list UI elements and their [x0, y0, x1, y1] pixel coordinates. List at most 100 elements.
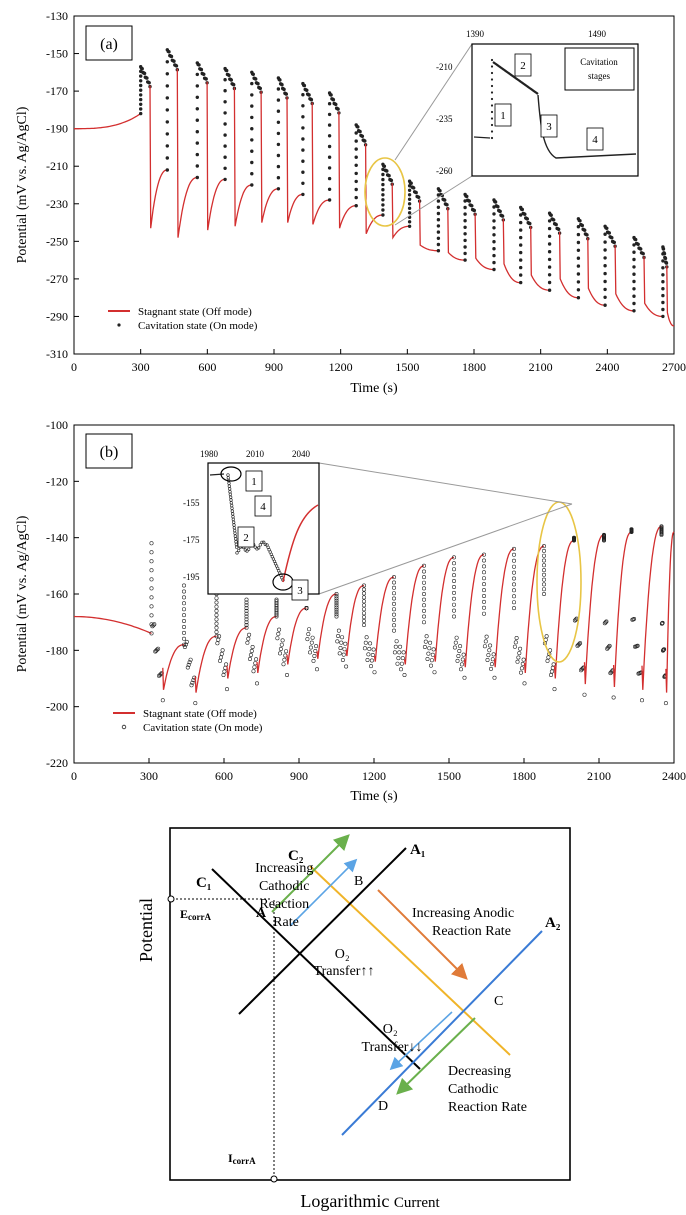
panel-b-data [73, 524, 675, 706]
b-cavitation-point [149, 541, 154, 546]
a-cavitation-point [327, 144, 332, 149]
b-cavitation-point [661, 647, 666, 652]
a-stagnant-cycle [206, 81, 226, 231]
a-cavitation-point [165, 108, 170, 112]
a-cavitation-point [276, 176, 281, 180]
b-cavitation-point [660, 620, 665, 625]
b-cavitation-point [428, 663, 433, 668]
b-cavitation-point [248, 656, 253, 661]
b-cavitation-point [541, 568, 546, 573]
b-cavitation-point [342, 647, 347, 652]
b-cavitation-cycle [481, 552, 497, 680]
b-inset-point [258, 543, 262, 547]
panel-a-inset-ytick-1: -210 [436, 62, 453, 72]
a-cavitation-point [632, 287, 636, 291]
a-cavitation-point [436, 242, 441, 247]
b-cavitation-point [607, 643, 612, 648]
a-cavitation-point [632, 279, 636, 284]
b-cavitation-point [305, 637, 310, 642]
b-cavitation-point [371, 647, 376, 652]
a-cavitation-point [436, 230, 441, 234]
b-cavitation-point [399, 661, 404, 666]
b-cavitation-point [368, 664, 373, 669]
a-cavitation-point [417, 195, 421, 200]
b-cavitation-point [518, 646, 523, 651]
b-cavitation-point [451, 614, 456, 619]
a-cavitation-point [250, 160, 254, 165]
panel-a-y-ticks: -130 -150 -170 -190 -210 -230 -250 -270 -290 -310 [46, 9, 79, 361]
b-cavitation-point [214, 634, 219, 639]
b-cavitation-point [149, 550, 154, 555]
b-cavitation-point [149, 568, 154, 573]
a-cavitation-point [407, 206, 412, 211]
a-cavitation-point [576, 248, 581, 253]
b-cavitation-point [337, 651, 342, 656]
a-cavitation-point [276, 142, 281, 147]
b-cavitation-point [491, 652, 496, 657]
a-cavitation-point [576, 264, 581, 268]
a-cavitation-point [492, 240, 496, 244]
b-cavitation-point [458, 667, 463, 672]
b-cavitation-point [361, 615, 366, 620]
b-cavitation-point [421, 603, 426, 608]
b-cavitation-point [367, 646, 372, 651]
panel-a-y-axis-title: Potential (mV vs. Ag/AgCl) [15, 106, 30, 263]
a-cavitation-point [407, 220, 412, 224]
b-cavitation-point [361, 583, 366, 588]
a-cavitation-point [547, 257, 552, 262]
a-stagnant-cycle [286, 96, 303, 223]
b-cavitation-point [160, 698, 165, 703]
a-cavitation-point [492, 219, 496, 223]
a-ytick-label: -210 [46, 159, 68, 173]
increasing-cathodic-text: Increasing Cathodic Reaction Rate [255, 861, 317, 930]
b-xtick-label: 300 [140, 769, 158, 783]
b-cavitation-point [391, 601, 396, 606]
panel-b-stage-3-box [291, 579, 309, 601]
b-inset-point [262, 540, 266, 544]
a-stagnant-cycle [233, 87, 252, 227]
a-cavitation-point [518, 243, 523, 247]
a-cavitation-cycle [223, 66, 237, 182]
panel-b-y-ticks: -100 -120 -140 -160 -180 -200 -220 [46, 418, 79, 770]
b-ytick-label: -160 [46, 587, 68, 601]
a-cavitation-point [301, 104, 305, 108]
b-inset-point [235, 551, 239, 555]
a-cavitation-point [140, 66, 144, 71]
b-stagnant-cycle [433, 556, 455, 662]
a-cavitation-point [496, 205, 500, 209]
b-cavitation-point [344, 664, 349, 669]
b-cavitation-point [452, 645, 457, 650]
a-cavitation-point [638, 247, 643, 251]
b-cavitation-point [214, 617, 219, 622]
label-a1: A₁ [410, 842, 425, 858]
b-cavitation-point [551, 662, 556, 667]
b-cavitation-point [424, 634, 429, 639]
b-cavitation-point [604, 619, 609, 624]
a-cavitation-point [223, 122, 227, 126]
a-cavitation-point [165, 96, 170, 100]
b-cavitation-point [632, 616, 637, 621]
b-ytick-label: -200 [46, 700, 68, 714]
b-cavitation-point [430, 652, 435, 657]
panel-b-stage-3: 3 [297, 585, 303, 597]
b-cavitation-point [514, 635, 519, 640]
b-cavitation-point [661, 648, 666, 653]
panel-b-inset-ytick-1: -155 [183, 498, 200, 508]
b-cavitation-point [541, 544, 546, 549]
b-inset-point [247, 547, 251, 551]
a-cavitation-point [576, 296, 581, 300]
a-cavitation-point [518, 258, 523, 262]
panel-b-zoom-line-top [318, 462, 573, 505]
b-cavitation-point [393, 644, 398, 649]
b-stagnant-cycle [493, 548, 515, 668]
b-stagnant-cycle [612, 531, 632, 688]
b-cavitation-point [363, 640, 368, 645]
b-cavitation-point [361, 622, 366, 627]
a-cavitation-point [603, 279, 607, 284]
b-cavitation-point [188, 657, 193, 662]
b-cavitation-point [515, 659, 520, 664]
b-cavitation-cycle [361, 583, 377, 675]
a-cavitation-point [169, 54, 174, 59]
b-cavitation-point [545, 658, 550, 663]
b-cavitation-point [391, 612, 396, 617]
